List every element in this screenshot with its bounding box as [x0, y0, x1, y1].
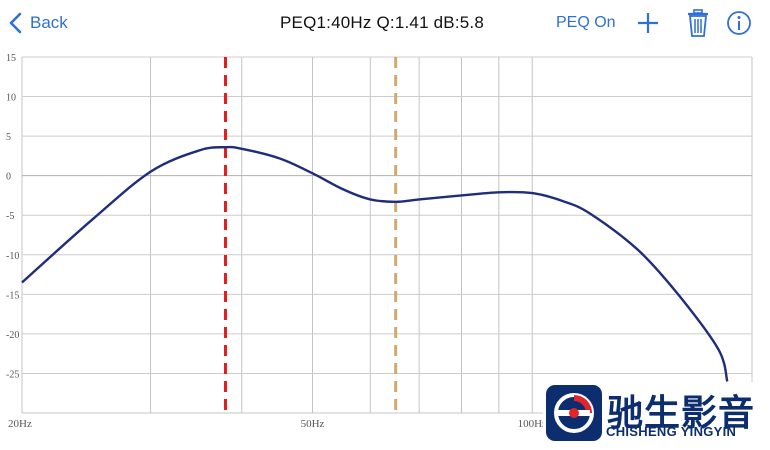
info-icon [727, 11, 751, 35]
eq-response-line [21, 145, 729, 382]
plus-icon [638, 13, 658, 33]
delete-button[interactable] [685, 9, 711, 37]
y-tick-label: -25 [6, 369, 19, 380]
y-tick-label: 10 [6, 93, 16, 104]
x-tick-label: 100Hz [518, 418, 547, 430]
y-tick-label: 15 [6, 53, 16, 64]
y-tick-label: -5 [6, 211, 14, 222]
trash-icon [688, 9, 708, 37]
back-label: Back [30, 13, 68, 32]
logo-mark-icon [546, 385, 602, 441]
eq-response-chart[interactable]: 15 10 5 0 -5 -10 -15 -20 -25 20Hz 50Hz 100Hz [0, 46, 770, 450]
y-tick-label: -10 [6, 251, 19, 262]
back-button[interactable]: Back [8, 10, 68, 36]
eq-response-svg: 15 10 5 0 -5 -10 -15 -20 -25 20Hz 50Hz 100Hz [6, 53, 753, 430]
y-tick-label: 5 [6, 132, 11, 143]
logo-english-text: CHISHENG YINGYIN [606, 424, 737, 439]
brand-logo: 驰生影音 CHISHENG YINGYIN [543, 382, 770, 450]
info-button[interactable] [726, 9, 752, 37]
y-tick-label: -15 [6, 290, 19, 301]
peq-toggle-button[interactable]: PEQ On [556, 14, 616, 31]
toolbar: Back PEQ1:40Hz Q:1.41 dB:5.8 PEQ On [0, 0, 770, 46]
x-tick-label: 20Hz [8, 418, 32, 430]
add-filter-button[interactable] [635, 9, 661, 37]
logo-chinese-text: 驰生影音 [607, 393, 756, 434]
y-tick-label: 0 [6, 172, 11, 183]
y-tick-label: -20 [6, 330, 19, 341]
chevron-left-icon [9, 12, 22, 34]
page-title: PEQ1:40Hz Q:1.41 dB:5.8 [280, 13, 484, 32]
x-tick-label: 50Hz [301, 418, 325, 430]
